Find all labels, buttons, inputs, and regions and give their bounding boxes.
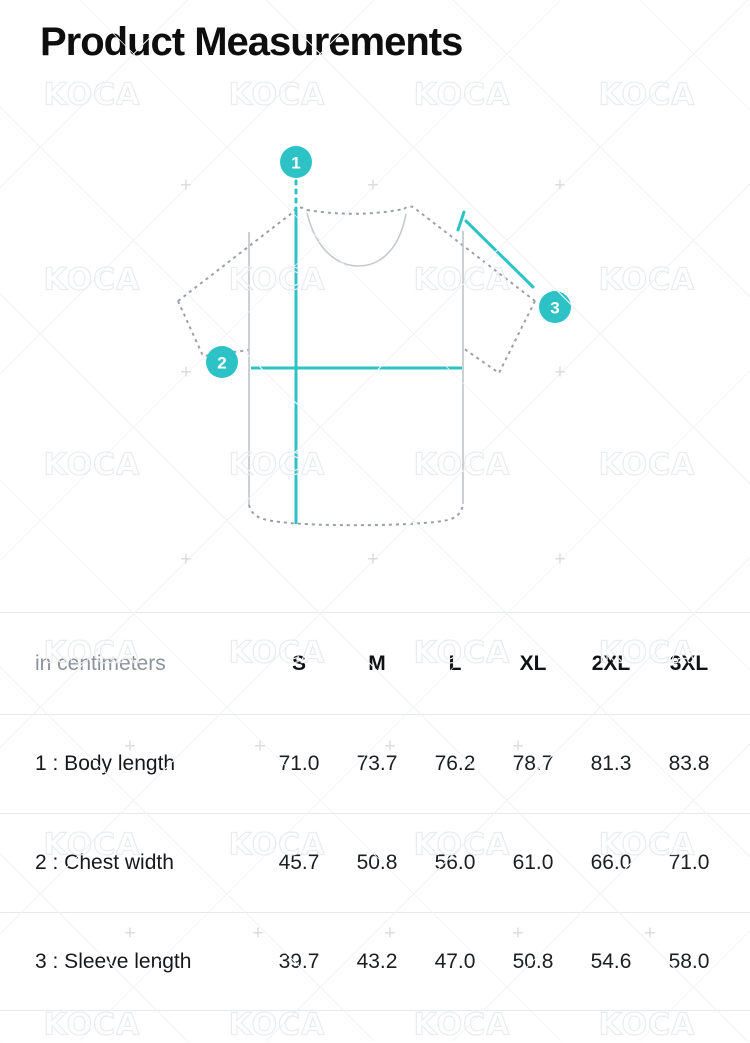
cell-value: 43.2 [356,949,398,973]
cell-value: 78.7 [512,752,554,775]
table-bottom-border [0,1010,750,1011]
marker-1: 1 [280,146,312,178]
cell-value: 56.0 [434,851,476,874]
cell-value: 61.0 [512,851,554,874]
row-label: 2 : Chest width [35,851,174,874]
cell-value: 47.0 [434,949,476,973]
cell-value: 58.0 [668,949,710,973]
marker-1-label: 1 [291,154,300,173]
size-table: in centimeters S M L XL 2XL 3XL 1 : Body… [0,612,750,1011]
cell-value: 83.8 [668,752,710,775]
cell-value: 39.7 [278,949,320,973]
sleeve-length-tick [456,210,466,232]
cell-value: 76.2 [434,752,476,775]
cell-value: 50.8 [356,851,398,874]
unit-label: in centimeters [35,651,166,675]
tshirt-measurement-diagram: 1 2 3 [177,146,571,527]
cell-value: 71.0 [278,752,320,775]
cell-value: 73.7 [356,752,398,775]
cell-value: 81.3 [590,752,632,775]
size-table-header: in centimeters S M L XL 2XL 3XL [0,612,750,714]
tshirt-diagram-svg: 1 2 3 [177,146,571,527]
marker-2: 2 [206,346,238,378]
cell-value: 66.0 [590,851,632,874]
marker-2-label: 2 [217,354,226,373]
table-row-body-length: 1 : Body length 71.0 73.7 76.2 78.7 81.3… [0,714,750,813]
row-label: 3 : Sleeve length [35,949,192,973]
table-row-chest-width: 2 : Chest width 45.7 50.8 56.0 61.0 66.0… [0,813,750,912]
column-header-2xl: 2XL [591,651,631,675]
marker-3: 3 [539,291,571,323]
column-header-3xl: 3XL [669,651,709,675]
cell-value: 54.6 [590,949,632,973]
cell-value: 50.8 [512,949,554,973]
column-header-s: S [291,651,306,675]
measurement-lines [251,179,535,524]
column-header-l: L [448,651,462,675]
marker-3-label: 3 [550,299,559,318]
column-header-m: M [368,651,386,675]
column-header-xl: XL [519,651,547,675]
collar-curve [306,212,407,267]
cell-value: 45.7 [278,851,320,874]
row-label: 1 : Body length [35,752,176,775]
cell-value: 71.0 [668,851,710,874]
table-row-sleeve-length: 3 : Sleeve length 39.7 43.2 47.0 50.8 54… [0,912,750,1010]
sleeve-length-line [464,219,535,289]
